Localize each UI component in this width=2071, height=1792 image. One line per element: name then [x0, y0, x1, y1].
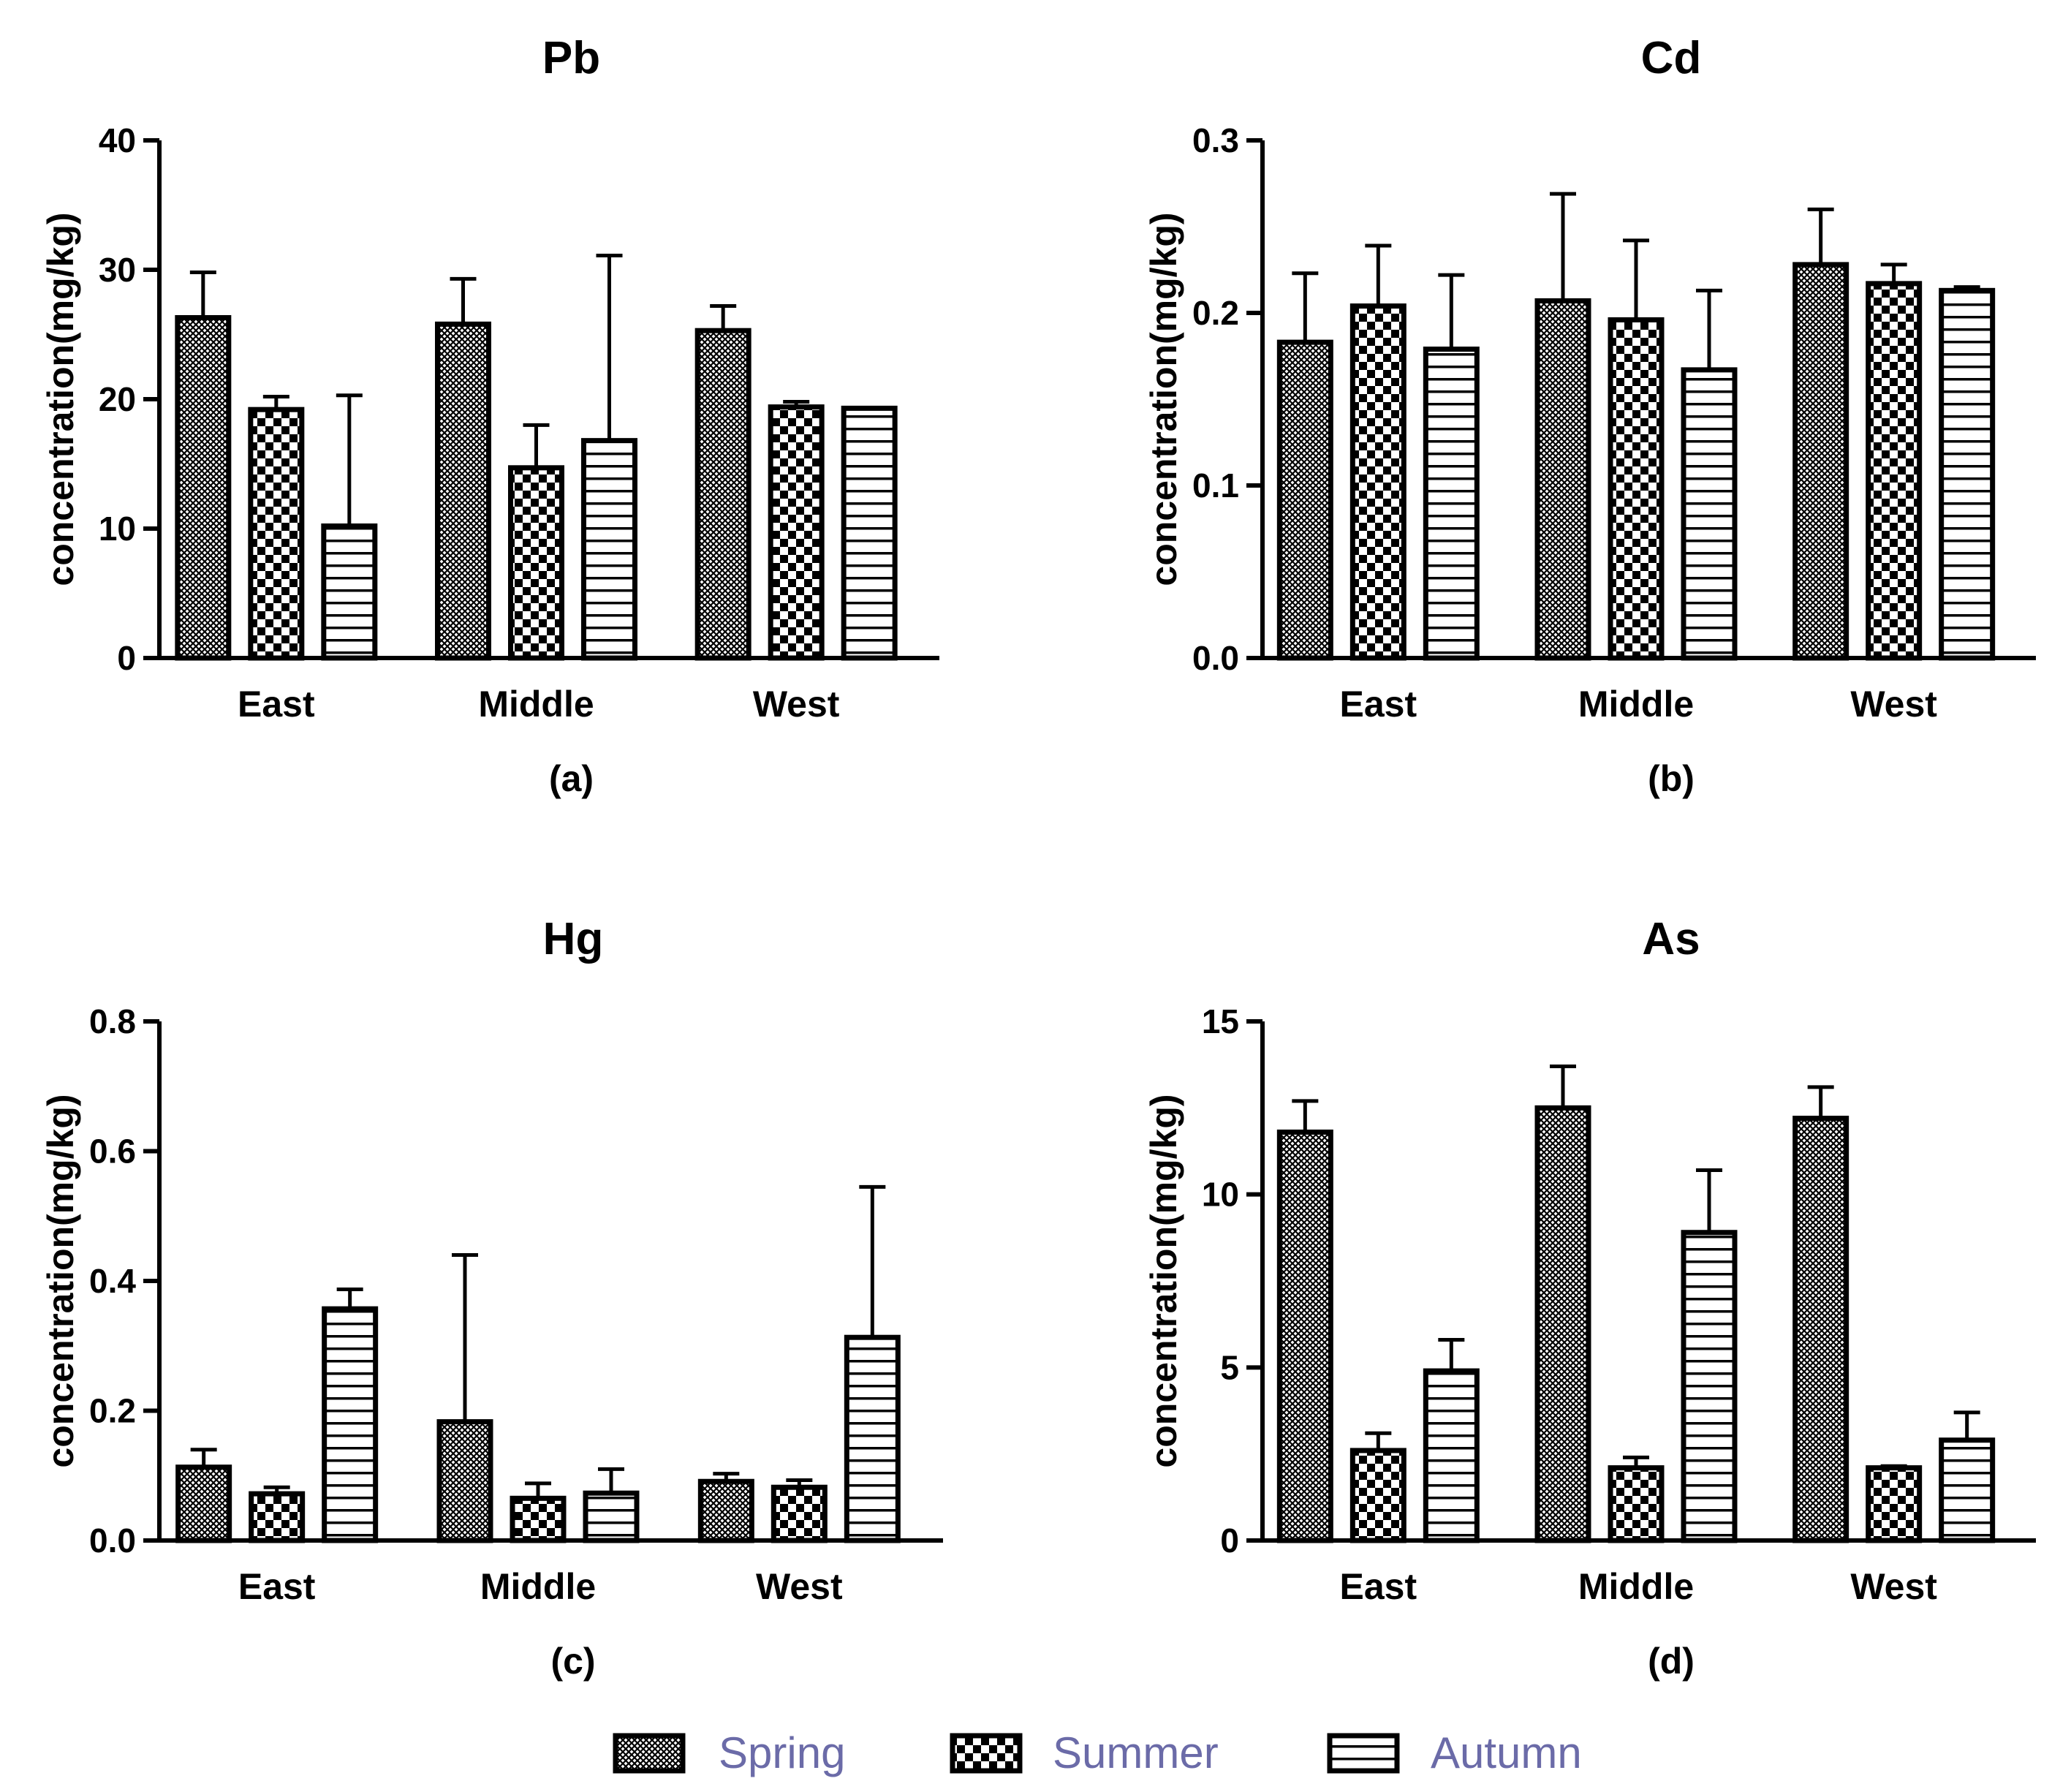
bar-autumn-west	[1939, 287, 1996, 661]
bar-spring-west	[1792, 262, 1849, 661]
y-tick-label: 0.0	[1192, 639, 1239, 677]
y-axis-label: concentration(mg/kg)	[40, 1094, 81, 1467]
y-tick-label: 15	[1202, 1002, 1239, 1040]
bar-autumn-east	[1423, 347, 1480, 661]
bar-autumn-middle	[583, 1490, 640, 1543]
y-tick-label: 30	[99, 251, 136, 289]
bar-autumn-west	[1939, 1437, 1996, 1543]
x-tick-label-west: West	[1850, 1566, 1937, 1607]
x-tick-label-middle: Middle	[1578, 1566, 1694, 1607]
bar-summer-west	[1866, 1465, 1923, 1543]
legend-item-summer: Summer	[950, 1728, 1219, 1777]
legend: Spring Summer Autumn	[613, 1728, 1582, 1777]
bar-summer-west	[771, 1484, 828, 1543]
legend-swatch-summer	[950, 1733, 1023, 1774]
y-tick-label: 0.1	[1192, 466, 1239, 504]
legend-label-spring: Spring	[719, 1728, 845, 1777]
y-tick-label: 20	[99, 380, 136, 418]
bar-spring-east	[1276, 1129, 1333, 1543]
x-tick-label-east: East	[1340, 684, 1417, 725]
bar-spring-middle	[1534, 1105, 1591, 1543]
bar-autumn-east	[1423, 1368, 1480, 1543]
bar-summer-middle	[1608, 317, 1665, 661]
x-tick-label-middle: Middle	[478, 684, 594, 725]
legend-swatch-autumn	[1327, 1733, 1400, 1774]
panel-caption: (a)	[549, 758, 594, 799]
bar-summer-west	[1866, 281, 1923, 661]
y-axis-label: concentration(mg/kg)	[1143, 1094, 1184, 1467]
y-tick-label: 0.6	[89, 1133, 136, 1171]
y-tick-label: 0.3	[1192, 121, 1239, 159]
bar-spring-east	[175, 1464, 232, 1543]
bar-autumn-east	[322, 1306, 379, 1543]
bar-autumn-east	[321, 523, 378, 661]
bar-spring-middle	[435, 321, 491, 661]
legend-label-summer: Summer	[1053, 1728, 1219, 1777]
y-axis-label: concentration(mg/kg)	[1143, 212, 1184, 586]
chart-panel-pb: 0 10 20 30 40 concentration(mg/kg) Pb (a) East Mi…	[40, 33, 939, 799]
bar-summer-west	[768, 404, 825, 661]
y-tick-label: 0.0	[89, 1521, 136, 1560]
bar-summer-middle	[1608, 1465, 1665, 1543]
legend-item-autumn: Autumn	[1327, 1728, 1582, 1777]
bar-summer-east	[249, 1491, 306, 1543]
bar-autumn-middle	[1681, 367, 1738, 661]
bar-spring-west	[694, 328, 751, 661]
bar-spring-west	[1792, 1116, 1849, 1543]
bar-spring-middle	[1534, 298, 1591, 661]
bar-summer-east	[248, 407, 305, 661]
chart-panel-hg: 0.0 0.2 0.4 0.6 0.8 concentration(mg/kg) Hg (c)…	[40, 914, 943, 1682]
y-tick-label: 10	[1202, 1176, 1239, 1214]
chart-title: As	[1642, 914, 1700, 964]
legend-swatch-spring	[613, 1733, 686, 1774]
x-tick-label-middle: Middle	[1578, 684, 1694, 725]
bar-spring-west	[697, 1478, 754, 1543]
x-tick-label-east: East	[238, 1566, 316, 1607]
bar-spring-middle	[436, 1419, 493, 1543]
y-tick-label: 10	[99, 510, 136, 548]
legend-item-spring: Spring	[613, 1728, 845, 1777]
panel-caption: (b)	[1648, 758, 1695, 799]
chart-panel-as: 0 5 10 15 concentration(mg/kg) As (d) East Middl…	[1143, 914, 2036, 1682]
x-tick-label-east: East	[1340, 1566, 1417, 1607]
bar-autumn-west	[841, 405, 898, 661]
legend-label-autumn: Autumn	[1431, 1728, 1582, 1777]
chart-title: Cd	[1641, 33, 1702, 83]
x-tick-label-west: West	[1850, 684, 1937, 725]
y-tick-label: 0	[1220, 1521, 1239, 1560]
x-tick-label-middle: Middle	[480, 1566, 596, 1607]
bar-summer-middle	[510, 1495, 567, 1543]
panel-caption: (c)	[550, 1641, 595, 1682]
bar-autumn-west	[844, 1334, 901, 1543]
x-tick-label-east: East	[238, 684, 315, 725]
chart-panel-cd: 0.0 0.1 0.2 0.3 concentration(mg/kg) Cd (b) Eas…	[1143, 33, 2036, 799]
bar-spring-east	[175, 314, 232, 661]
bar-summer-middle	[508, 465, 564, 661]
bar-autumn-middle	[581, 438, 637, 661]
y-tick-label: 0.2	[1192, 294, 1239, 332]
bar-autumn-middle	[1681, 1230, 1738, 1543]
bar-summer-east	[1349, 303, 1406, 661]
panel-caption: (d)	[1648, 1641, 1695, 1682]
y-tick-label: 0.8	[89, 1002, 136, 1040]
y-tick-label: 5	[1220, 1348, 1239, 1386]
bar-spring-east	[1276, 339, 1333, 661]
chart-title: Pb	[542, 33, 600, 83]
bar-summer-east	[1349, 1448, 1406, 1543]
chart-title: Hg	[543, 914, 604, 964]
y-tick-label: 0.2	[89, 1392, 136, 1430]
x-tick-label-west: West	[756, 1566, 843, 1607]
y-tick-label: 40	[99, 121, 136, 159]
y-axis-label: concentration(mg/kg)	[40, 212, 81, 586]
y-tick-label: 0	[117, 639, 136, 677]
y-tick-label: 0.4	[89, 1262, 136, 1300]
x-tick-label-west: West	[753, 684, 840, 725]
